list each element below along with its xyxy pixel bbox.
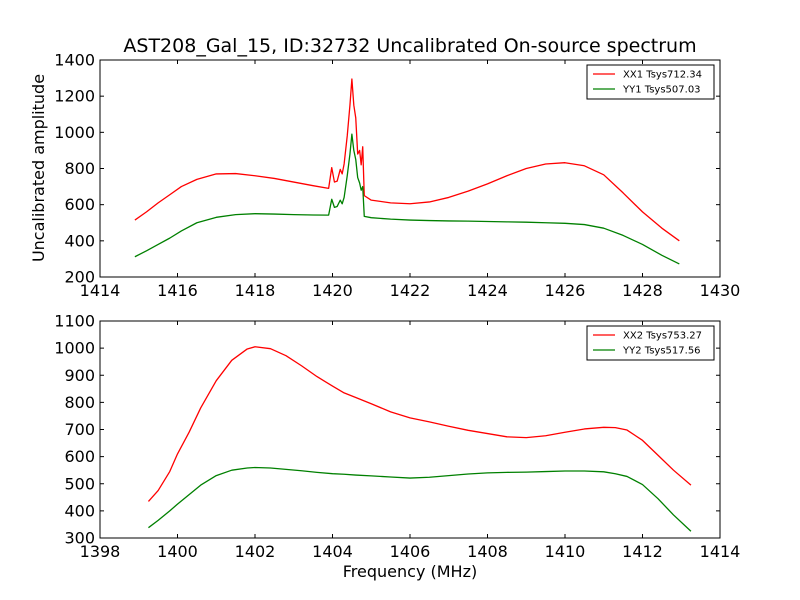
- y-tick-label: 400: [64, 231, 95, 250]
- legend-label: YY2 Tsys517.56: [622, 346, 701, 357]
- x-tick-label: 1418: [235, 281, 276, 300]
- y-tick-label: 800: [64, 393, 95, 412]
- x-tick-label: 1416: [157, 281, 198, 300]
- y-tick-label: 800: [64, 159, 95, 178]
- figure-title: AST208_Gal_15, ID:32732 Uncalibrated On-…: [123, 35, 696, 57]
- y-axis-label: Uncalibrated amplitude: [29, 74, 48, 262]
- x-tick-label: 1402: [235, 542, 276, 561]
- x-tick-label: 1414: [80, 281, 121, 300]
- y-tick-label: 1200: [54, 87, 95, 106]
- series-line-yy2: [148, 466, 692, 532]
- x-tick-label: 1410: [545, 542, 586, 561]
- y-tick-label: 600: [64, 195, 95, 214]
- x-axis-label: Frequency (MHz): [343, 562, 477, 581]
- series-line-xx2: [147, 346, 692, 502]
- y-tick-label: 300: [64, 529, 95, 548]
- y-tick-label: 200: [64, 268, 95, 287]
- x-tick-label: 1430: [700, 281, 741, 300]
- legend-label: XX2 Tsys753.27: [623, 331, 702, 342]
- y-tick-label: 400: [64, 501, 95, 520]
- x-tick-label: 1426: [545, 281, 586, 300]
- legend-box: [586, 64, 715, 100]
- y-tick-label: 700: [64, 420, 95, 439]
- legend-box: [586, 325, 715, 361]
- y-tick-label: 900: [64, 366, 95, 385]
- y-tick-label: 1100: [54, 312, 95, 331]
- x-tick-label: 1414: [700, 542, 741, 561]
- y-tick-label: 1400: [54, 51, 95, 70]
- x-tick-label: 1400: [157, 542, 198, 561]
- x-tick-label: 1406: [390, 542, 431, 561]
- x-tick-label: 1404: [312, 542, 353, 561]
- x-tick-label: 1424: [467, 281, 508, 300]
- legend-label: YY1 Tsys507.03: [622, 85, 701, 96]
- y-tick-label: 600: [64, 447, 95, 466]
- upper-spectrum-panel: 1414 1416 1418 1420 1422 1424 1426 1428 1430 200 4…: [54, 51, 740, 301]
- x-tick-label: 1412: [622, 542, 663, 561]
- lower-spectrum-panel: 1398 1400 1402 1404 1406 1408 1410 1412 1414 300 4…: [54, 312, 740, 562]
- y-tick-label: 1000: [54, 339, 95, 358]
- x-tick-label: 1398: [80, 542, 121, 561]
- legend-label: XX1 Tsys712.34: [623, 70, 702, 81]
- legend: XX2 Tsys753.27 YY2 Tsys517.56: [586, 325, 715, 361]
- x-tick-label: 1408: [467, 542, 508, 561]
- x-tick-label: 1428: [622, 281, 663, 300]
- x-tick-label: 1422: [390, 281, 431, 300]
- y-tick-label: 500: [64, 474, 95, 493]
- legend: XX1 Tsys712.34 YY1 Tsys507.03: [586, 64, 715, 100]
- series-line-xx1: [134, 78, 680, 242]
- series-line-yy1: [134, 133, 680, 265]
- y-tick-label: 1000: [54, 123, 95, 142]
- x-tick-label: 1420: [312, 281, 353, 300]
